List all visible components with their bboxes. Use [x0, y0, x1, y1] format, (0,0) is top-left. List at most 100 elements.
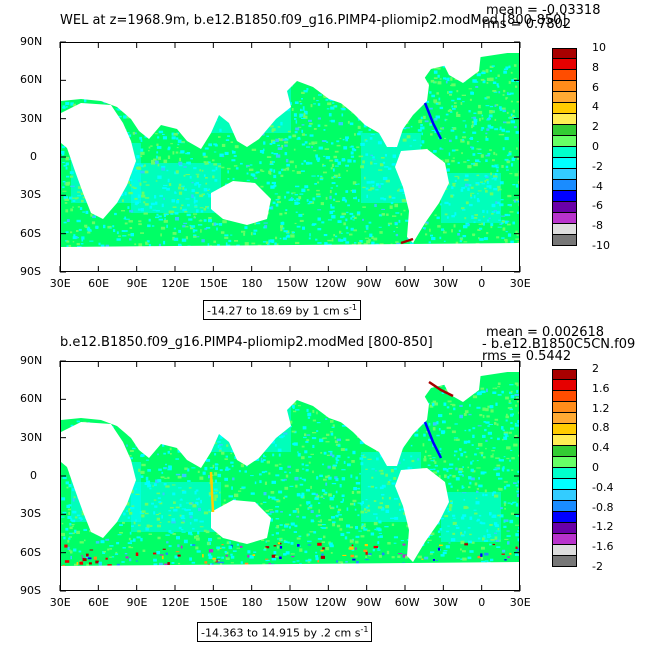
- colorbar-label: 1.6: [592, 381, 610, 395]
- colorbar-label: 10: [592, 41, 606, 54]
- lat-label: 60S: [20, 545, 41, 559]
- lon-label: 150E: [199, 277, 228, 290]
- colorbar-swatch: [552, 235, 577, 246]
- colorbar-swatch: [552, 136, 577, 147]
- stat-mean: mean = -0.03318: [486, 3, 601, 18]
- colorbar-swatch: [552, 402, 577, 413]
- lon-label: 30W: [433, 277, 458, 290]
- colorbar-label: -4: [592, 179, 603, 193]
- lon-label: 120W: [314, 596, 347, 609]
- colorbar-swatch: [552, 224, 577, 235]
- colorbar-label: -8: [592, 219, 603, 233]
- lat-label: 60N: [20, 392, 43, 406]
- lon-label: 30W: [433, 596, 458, 609]
- lat-label: 30N: [20, 430, 43, 444]
- land-mask: [286, 374, 429, 466]
- panel-bottom: b.e12.B1850.f09_g16.PIMP4-pliomip2.modMe…: [0, 324, 647, 647]
- panel-title: b.e12.B1850.f09_g16.PIMP4-pliomip2.modMe…: [60, 335, 433, 350]
- colorbar-swatch: [552, 169, 577, 180]
- colorbar-swatch: [552, 125, 577, 136]
- lat-label: 30N: [20, 111, 43, 125]
- colorbar-swatch: [552, 158, 577, 169]
- colorbar-swatch: [552, 556, 577, 567]
- coastal-streak: [423, 421, 443, 459]
- land-mask: [61, 422, 136, 538]
- colorbar-swatch: [552, 534, 577, 545]
- stat-mean: mean = 0.002618: [486, 325, 605, 340]
- colorbar-swatch: [552, 446, 577, 457]
- colorbar-swatch: [552, 468, 577, 479]
- colorbar-swatch: [552, 391, 577, 402]
- lon-label: 30E: [509, 596, 531, 609]
- colorbar-swatch: [552, 523, 577, 534]
- coastal-streak: [428, 380, 454, 398]
- land-mask: [286, 55, 429, 147]
- colorbar-swatch: [552, 70, 577, 81]
- land-mask: [395, 149, 449, 243]
- colorbar-swatch: [552, 48, 577, 59]
- colorbar-swatch: [552, 501, 577, 512]
- colorbar-swatch: [552, 424, 577, 435]
- colorbar-label: 2: [592, 120, 599, 134]
- lon-label: 150W: [276, 277, 309, 290]
- colorbar-label: -10: [592, 239, 610, 252]
- colorbar-label: -6: [592, 199, 603, 213]
- colorbar-label: 6: [592, 80, 599, 94]
- map-frame: [60, 42, 520, 272]
- lat-label: 0: [30, 150, 37, 163]
- colorbar-swatch: [552, 512, 577, 523]
- colorbar: [552, 369, 577, 567]
- coastal-streak: [423, 102, 443, 140]
- colorbar-label: -2: [592, 560, 603, 573]
- colorbar-label: -0.8: [592, 500, 614, 514]
- colorbar-swatch: [552, 479, 577, 490]
- lat-label: 0: [30, 469, 37, 482]
- lat-label: 90N: [20, 35, 43, 48]
- panel-title: WEL at z=1968.9m, b.e12.B1850.f09_g16.PI…: [60, 13, 567, 28]
- colorbar-label: 4: [592, 100, 599, 114]
- lat-label: 60S: [20, 226, 41, 240]
- colorbar-swatch: [552, 59, 577, 70]
- colorbar-label: 0: [592, 140, 599, 153]
- land-mask: [61, 562, 519, 590]
- colorbar-label: -0.4: [592, 480, 614, 494]
- colorbar: [552, 48, 577, 246]
- colorbar-label: 1.2: [592, 401, 610, 415]
- colorbar-swatch: [552, 457, 577, 468]
- land-mask: [439, 372, 481, 402]
- colorbar-swatch: [552, 490, 577, 501]
- lon-label: 90W: [356, 596, 382, 609]
- lon-label: 30E: [49, 277, 71, 290]
- lon-label: 60E: [88, 596, 110, 609]
- panel-title-suffix: - b.e12.B1850C5CN.f09: [482, 337, 636, 352]
- range-annotation: -14.363 to 14.915 by .2 cm s-1: [197, 622, 373, 642]
- land-mask: [211, 181, 271, 225]
- lon-label: 180: [241, 277, 263, 290]
- lon-label: 180: [241, 596, 263, 609]
- colorbar-label: 0.4: [592, 441, 610, 455]
- colorbar-swatch: [552, 103, 577, 114]
- colorbar-swatch: [552, 202, 577, 213]
- lon-label: 150W: [276, 596, 309, 609]
- lon-label: 30E: [49, 596, 71, 609]
- colorbar-swatch: [552, 92, 577, 103]
- colorbar-swatch: [552, 191, 577, 202]
- land-mask: [61, 103, 136, 219]
- lon-label: 0: [478, 277, 486, 290]
- colorbar-swatch: [552, 147, 577, 158]
- colorbar-label: 8: [592, 60, 599, 74]
- lon-label: 60W: [394, 277, 420, 290]
- lon-label: 120E: [161, 596, 190, 609]
- lon-label: 150E: [199, 596, 228, 609]
- colorbar-swatch: [552, 114, 577, 125]
- colorbar-swatch: [552, 545, 577, 556]
- colorbar-label: -1.6: [592, 540, 614, 554]
- land-mask: [439, 53, 481, 83]
- coastal-streak: [209, 471, 215, 513]
- colorbar-swatch: [552, 380, 577, 391]
- tick-marks: [59, 41, 521, 273]
- colorbar-swatch: [552, 213, 577, 224]
- lat-label: 90S: [20, 265, 41, 278]
- colorbar-label: 0.8: [592, 421, 610, 435]
- lat-label: 30S: [20, 188, 41, 202]
